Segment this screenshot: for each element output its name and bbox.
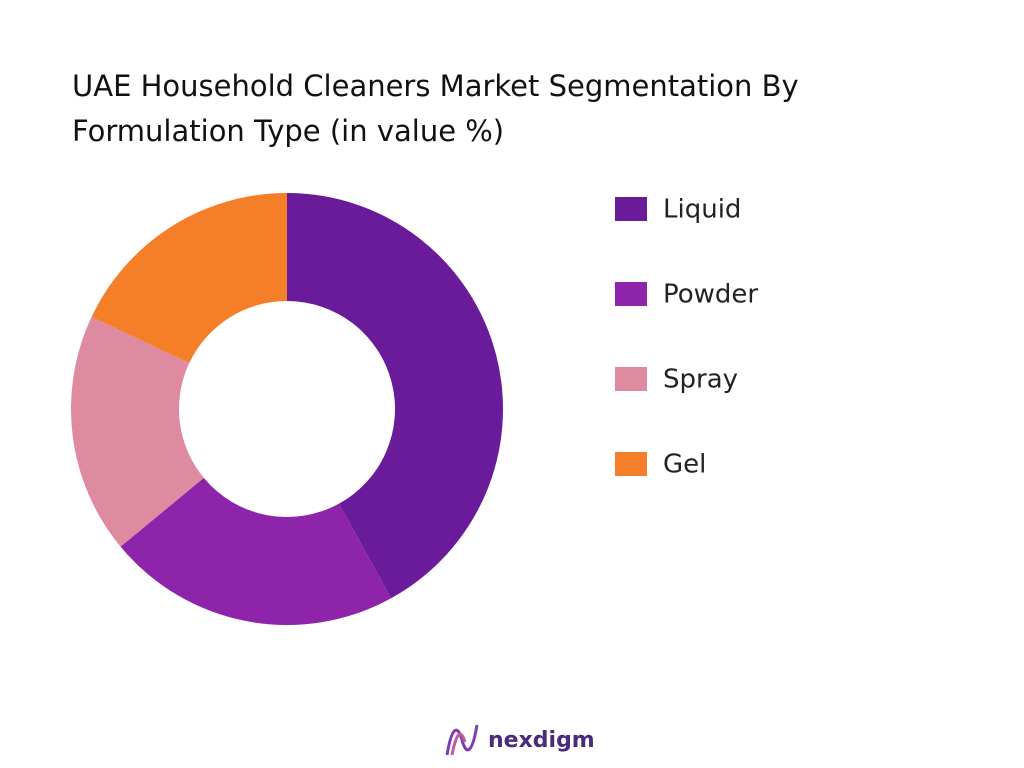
legend-label: Gel [663,450,706,480]
donut-slice [120,477,392,625]
legend-swatch [615,452,647,476]
legend-swatch [615,197,647,221]
legend-label: Spray [663,365,738,395]
donut-slice [287,193,504,599]
chart-title: UAE Household Cleaners Market Segmentati… [72,69,799,148]
logo-text: nexdigm [488,728,595,753]
donut-slice [91,193,287,364]
legend-label: Liquid [663,195,741,225]
legend-swatch [615,282,647,306]
donut-slice [71,317,204,547]
legend-swatch [615,367,647,391]
legend-label: Powder [663,280,758,310]
logo-icon [445,724,479,756]
